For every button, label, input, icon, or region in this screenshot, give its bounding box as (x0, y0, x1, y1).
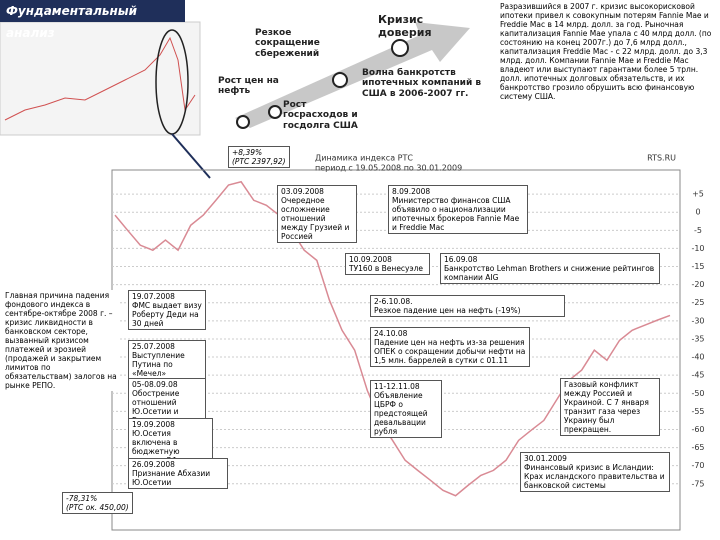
event: 10.09.2008 ТУ160 в Венесуэле (345, 253, 430, 275)
node (236, 115, 250, 129)
value-annotation: +8,39% (РТС 2397,92) (228, 146, 290, 168)
event: 30.01.2009 Финансовый кризис в Исландии: … (520, 452, 670, 492)
event: 24.10.08 Падение цен на нефть из-за решен… (370, 327, 530, 367)
event-text: ТУ160 в Венесуэле (349, 264, 424, 273)
event-text: Газовый конфликт между Россией и Украино… (564, 380, 649, 434)
y-tick-label: -50 (691, 389, 704, 398)
y-tick-label: -70 (691, 461, 704, 470)
event: 16.09.08 Банкротство Lehman Brothers и сн… (440, 253, 660, 284)
event: 25.07.2008 Выступление Путина по «Мечел» (128, 340, 206, 380)
event-date: 30.01.2009 (524, 454, 567, 463)
chart-subtitle: период с 19.05.2008 по 30.01.2009 (315, 164, 462, 173)
event-date: 2-6.10.08. (374, 297, 413, 306)
event-date: 26.09.2008 (132, 460, 175, 469)
event: Газовый конфликт между Россией и Украино… (560, 378, 660, 436)
annotation-detail: (РТС 2397,92) (232, 157, 286, 166)
event-text: Финансовый кризис в Исландии: Крах ислан… (524, 463, 665, 490)
event: 03.09.2008 Очередное осложнение отношений… (277, 185, 357, 243)
cause: Главная причина падения фондового индекс… (2, 290, 120, 391)
annotation-detail: (РТС ок. 450,00) (66, 503, 129, 512)
event-date: 19.07.2008 (132, 292, 175, 301)
y-tick-label: +5 (692, 190, 704, 199)
y-tick-label: -30 (691, 316, 704, 325)
event-text: Министерство финансов США объявило о нац… (392, 196, 520, 232)
y-tick-label: -10 (691, 244, 704, 253)
event-date: 11-12.11.08 (374, 382, 420, 391)
thumbnail-line (4, 36, 196, 121)
event: 11-12.11.08 Объявление ЦБРФ о предстоящей… (370, 380, 442, 438)
event: 19.07.2008 ФМС выдает визу Роберту Деди н… (128, 290, 206, 330)
annotation-text: -78,31% (66, 494, 98, 503)
event-text: Банкротство Lehman Brothers и снижение р… (444, 264, 655, 282)
event-date: 19.09.2008 (132, 420, 175, 429)
index-line (114, 180, 671, 497)
event: 8.09.2008 Министерство финансов США объяв… (388, 185, 528, 234)
y-tick-label: -65 (691, 443, 704, 452)
node (332, 72, 348, 88)
thumbnail (0, 21, 201, 136)
event: 26.09.2008 Признание Абхазии Ю.Осетии (128, 458, 228, 489)
page-title: Фундаментальный анализ (0, 0, 185, 40)
note: Разразившийся в 2007 г. кризис высокорис… (500, 2, 712, 101)
y-tick-label: -15 (691, 262, 704, 271)
event-text: ФМС выдает визу Роберту Деди на 30 дней (132, 301, 202, 328)
event-text: Падение цен на нефть из-за решения ОПЕК … (374, 338, 526, 365)
y-tick-label: -25 (691, 298, 704, 307)
node (391, 39, 409, 57)
event-text: Выступление Путина по «Мечел» (132, 351, 185, 378)
event-date: 16.09.08 (444, 255, 478, 264)
event-text: Очередное осложнение отношений между Гру… (281, 196, 350, 241)
chart-source: RTS.RU (647, 154, 676, 163)
arrow (235, 22, 470, 128)
event: 05-08.09.08 Обострение отношений Ю.Осетии… (128, 378, 206, 427)
y-tick-label: -45 (691, 371, 704, 380)
connector (171, 133, 211, 179)
y-tick-label: -5 (694, 226, 702, 235)
event-date: 25.07.2008 (132, 342, 175, 351)
diagram-label: Резкое сокращение сбережений (255, 28, 320, 59)
y-tick-label: 0 (695, 208, 700, 217)
diagram-label: Рост госрасходов и госдолга США (283, 100, 358, 131)
y-tick-label: -40 (691, 353, 704, 362)
y-tick-label: -20 (691, 280, 704, 289)
event-text: Признание Абхазии Ю.Осетии (132, 469, 211, 487)
value-annotation: -78,31% (РТС ок. 450,00) (62, 492, 133, 514)
event: 2-6.10.08. Резкое падение цен на нефть (-… (370, 295, 565, 317)
y-tick-label: -55 (691, 407, 704, 416)
y-tick-label: -75 (691, 479, 704, 488)
event-date: 24.10.08 (374, 329, 408, 338)
event-date: 10.09.2008 (349, 255, 392, 264)
event-text: Резкое падение цен на нефть (-19%) (374, 306, 521, 315)
diagram-label: Волна банкротств ипотечных компаний в СШ… (362, 68, 482, 99)
node (268, 105, 282, 119)
event-date: 8.09.2008 (392, 187, 431, 196)
chart-title: Динамика индекса РТС (315, 154, 413, 163)
y-tick-label: -35 (691, 334, 704, 343)
annotation-text: +8,39% (232, 148, 263, 157)
event-date: 03.09.2008 (281, 187, 324, 196)
diagram-label: Кризис доверия (378, 13, 432, 39)
diagram-label: Рост цен на нефть (218, 76, 279, 97)
event-date: 05-08.09.08 (132, 380, 178, 389)
y-tick-label: -60 (691, 425, 704, 434)
event-text: Объявление ЦБРФ о предстоящей девальваци… (374, 391, 428, 436)
